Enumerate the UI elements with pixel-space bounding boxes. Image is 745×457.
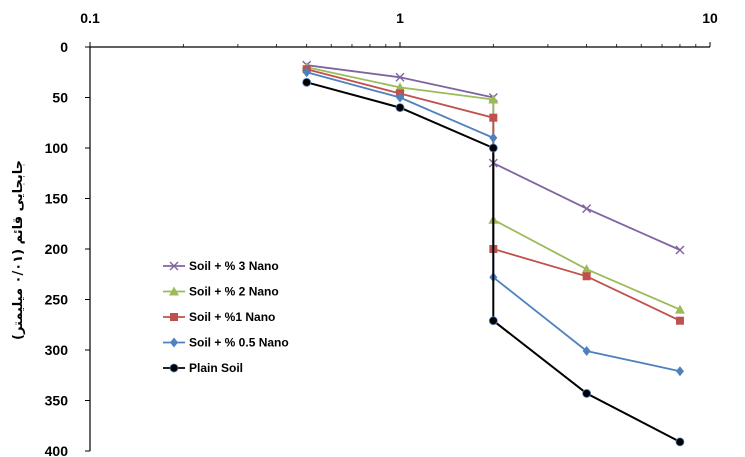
- data-point: [169, 363, 179, 373]
- series-layer: [301, 60, 685, 447]
- data-point: [488, 316, 498, 326]
- data-point: [395, 103, 405, 112]
- legend-item: Plain Soil: [163, 361, 243, 375]
- y-tick-label: 100: [45, 140, 69, 156]
- data-point: [675, 245, 685, 255]
- legend-label: Soil + %1 Nano: [189, 310, 275, 324]
- data-point: [169, 286, 179, 296]
- data-point: [170, 313, 178, 321]
- y-tick-label: 200: [45, 241, 69, 257]
- data-point: [489, 132, 498, 143]
- y-tick-label: 0: [60, 39, 68, 55]
- data-point: [674, 304, 685, 314]
- data-point: [675, 437, 685, 447]
- data-point: [488, 143, 498, 153]
- legend-label: Soil + % 2 Nano: [189, 285, 279, 299]
- y-tick-label: 300: [45, 342, 69, 358]
- y-tick-label: 350: [45, 393, 69, 409]
- data-point: [169, 261, 179, 271]
- axes: 0 50 100 150 200 250 300 350 400 0.1 1 10: [45, 10, 718, 457]
- data-point: [581, 264, 592, 274]
- data-point: [396, 92, 404, 103]
- y-tick-label: 50: [52, 90, 68, 106]
- legend-label: Soil + % 3 Nano: [189, 259, 279, 273]
- x-tick-label: 1: [396, 10, 404, 26]
- legend-item: Soil + % 0.5 Nano: [163, 336, 289, 350]
- y-tick-label: 400: [45, 443, 69, 457]
- data-point: [675, 316, 684, 325]
- data-point: [582, 204, 592, 214]
- legend-label: Soil + % 0.5 Nano: [189, 336, 289, 350]
- data-point: [170, 337, 178, 348]
- data-point: [582, 272, 591, 281]
- legend: Soil + % 3 Nano Soil + % 2 Nano Soil + %1 …: [163, 259, 289, 375]
- data-point: [395, 82, 405, 92]
- legend-item: Soil + % 3 Nano: [163, 259, 279, 273]
- legend-label: Plain Soil: [189, 361, 243, 375]
- data-point: [582, 389, 592, 398]
- data-point: [302, 77, 312, 87]
- y-axis-label: جابجایی قائم (۰/۰۱ میلیمتر): [11, 160, 26, 340]
- legend-item: Soil + %1 Nano: [163, 310, 275, 324]
- x-tick-label: 10: [702, 10, 718, 26]
- series-line: [306, 81, 681, 443]
- data-point: [675, 366, 684, 377]
- legend-item: Soil + % 2 Nano: [163, 285, 279, 299]
- data-point: [488, 94, 499, 104]
- data-point: [582, 346, 591, 357]
- x-tick-label: 0.1: [80, 10, 100, 26]
- data-point: [489, 113, 498, 122]
- data-point: [302, 67, 311, 78]
- series-4: [302, 77, 685, 447]
- data-point: [395, 72, 405, 82]
- y-tick-label: 250: [45, 292, 69, 308]
- y-tick-label: 150: [45, 191, 69, 207]
